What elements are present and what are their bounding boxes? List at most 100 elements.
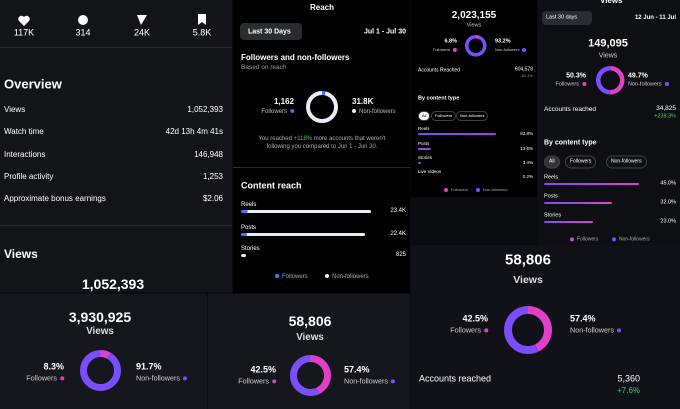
category: Reels xyxy=(544,174,559,181)
legend: Non-followers xyxy=(325,274,369,280)
category: Live Videos xyxy=(418,168,442,174)
row-label: Watch time xyxy=(4,127,44,136)
percent: 42.5% xyxy=(250,364,276,375)
total-label: Views xyxy=(598,52,618,60)
donut-segment xyxy=(289,354,331,396)
filter[interactable]: All xyxy=(418,111,431,121)
comment-icon xyxy=(78,15,88,25)
legend: Non-followers xyxy=(344,377,395,384)
filter[interactable]: Followers xyxy=(565,155,597,169)
legend: Followers xyxy=(450,326,488,333)
bar-value: 45.0% xyxy=(660,179,676,186)
stat: 314 xyxy=(75,27,91,38)
row-label: Interactions xyxy=(4,150,46,159)
row-value: 1,253 xyxy=(202,172,223,181)
filter[interactable]: All xyxy=(544,155,560,169)
change: -62.1% xyxy=(520,73,533,78)
bar-value: 825 xyxy=(395,252,406,258)
percent: 57.4% xyxy=(570,313,596,324)
category: Posts xyxy=(241,225,257,231)
stat: 24K xyxy=(133,27,151,38)
note: You reached +118% more accounts that wer… xyxy=(247,136,397,152)
percent: 8.3% xyxy=(43,361,64,372)
bar xyxy=(241,210,371,213)
count: 1,162 xyxy=(273,97,294,106)
divider xyxy=(0,47,232,48)
range-button[interactable] xyxy=(240,23,302,40)
share-icon xyxy=(137,15,147,25)
legend: Followers xyxy=(261,109,294,115)
bar-value: 13.6% xyxy=(520,145,533,151)
header: Views xyxy=(600,0,623,5)
filter[interactable]: Followers xyxy=(431,111,457,121)
legend: Followers xyxy=(555,82,586,88)
bar-value: 0.2% xyxy=(522,173,533,179)
percent: 91.7% xyxy=(136,361,162,372)
date: 12 Jun - 11 Jul xyxy=(634,15,676,21)
legend: Non-followers xyxy=(476,188,507,192)
legend: Non-followers xyxy=(570,326,621,333)
bar-value: 23.4K xyxy=(390,208,406,214)
count: 31.8K xyxy=(352,97,374,106)
legend: Non-followers xyxy=(612,237,650,242)
category: Stories xyxy=(418,154,433,160)
legend: Non-followers xyxy=(628,82,669,88)
row-label: Approximate bonus earnings xyxy=(4,194,106,203)
legend: Followers xyxy=(238,377,276,384)
total: 2,023,155 xyxy=(451,10,497,21)
row-value: $2.06 xyxy=(202,194,223,203)
total: 58,806 xyxy=(505,251,551,269)
section-title: Followers and non-followers xyxy=(241,53,350,62)
heart-icon xyxy=(18,15,30,26)
legend: Followers xyxy=(444,188,468,192)
donut-segment xyxy=(504,306,552,354)
category: Reels xyxy=(418,125,430,131)
row-label: Profile activity xyxy=(4,172,54,181)
subtitle: Based on reach xyxy=(241,63,287,71)
section-title: Overview xyxy=(4,76,62,92)
row-label: Views xyxy=(4,105,26,114)
total-label: Views xyxy=(513,273,543,286)
panel xyxy=(233,0,410,293)
donut xyxy=(306,91,338,123)
bar xyxy=(241,233,366,236)
row-value: 5,360 xyxy=(617,373,640,384)
total: 149,095 xyxy=(588,37,628,50)
button-label[interactable]: Last 30 Days xyxy=(248,28,291,36)
bar xyxy=(241,254,246,257)
row-value: 1,052,393 xyxy=(187,105,223,114)
bar-value: 32.0% xyxy=(660,198,676,205)
filter[interactable]: Non-followers xyxy=(456,111,489,121)
row-label: Accounts reached xyxy=(544,105,597,113)
legend: Followers xyxy=(433,47,457,51)
range-button[interactable] xyxy=(542,11,592,25)
legend: Non-followers xyxy=(136,374,187,381)
bar-value: 3.4% xyxy=(522,159,533,165)
percent: 50.3% xyxy=(566,72,586,80)
category: Reels xyxy=(241,202,257,208)
total-label: Views xyxy=(86,326,114,338)
donut xyxy=(595,65,625,95)
legend: Followers xyxy=(26,374,64,381)
section-title: Content reach xyxy=(241,180,302,191)
button-label[interactable]: Last 30 days xyxy=(546,14,578,21)
donut xyxy=(289,354,331,396)
row-value: 34,825 xyxy=(656,104,676,112)
donut-segment xyxy=(465,35,487,57)
legend: Followers xyxy=(275,274,308,280)
total: 3,930,925 xyxy=(68,309,132,325)
donut-segment xyxy=(595,65,625,95)
total-label: Views xyxy=(466,22,482,29)
bar xyxy=(544,201,612,204)
bar xyxy=(544,182,639,185)
stat: 5.8K xyxy=(192,27,212,38)
legend: Non-followers xyxy=(352,109,396,115)
filter[interactable]: Non-followers xyxy=(606,155,647,169)
date: Jul 1 - Jul 30 xyxy=(363,28,406,36)
bar xyxy=(418,132,496,135)
bar xyxy=(418,147,431,150)
category: Stories xyxy=(544,212,562,219)
note-text: You reached xyxy=(258,136,294,142)
category: Stories xyxy=(241,246,260,252)
